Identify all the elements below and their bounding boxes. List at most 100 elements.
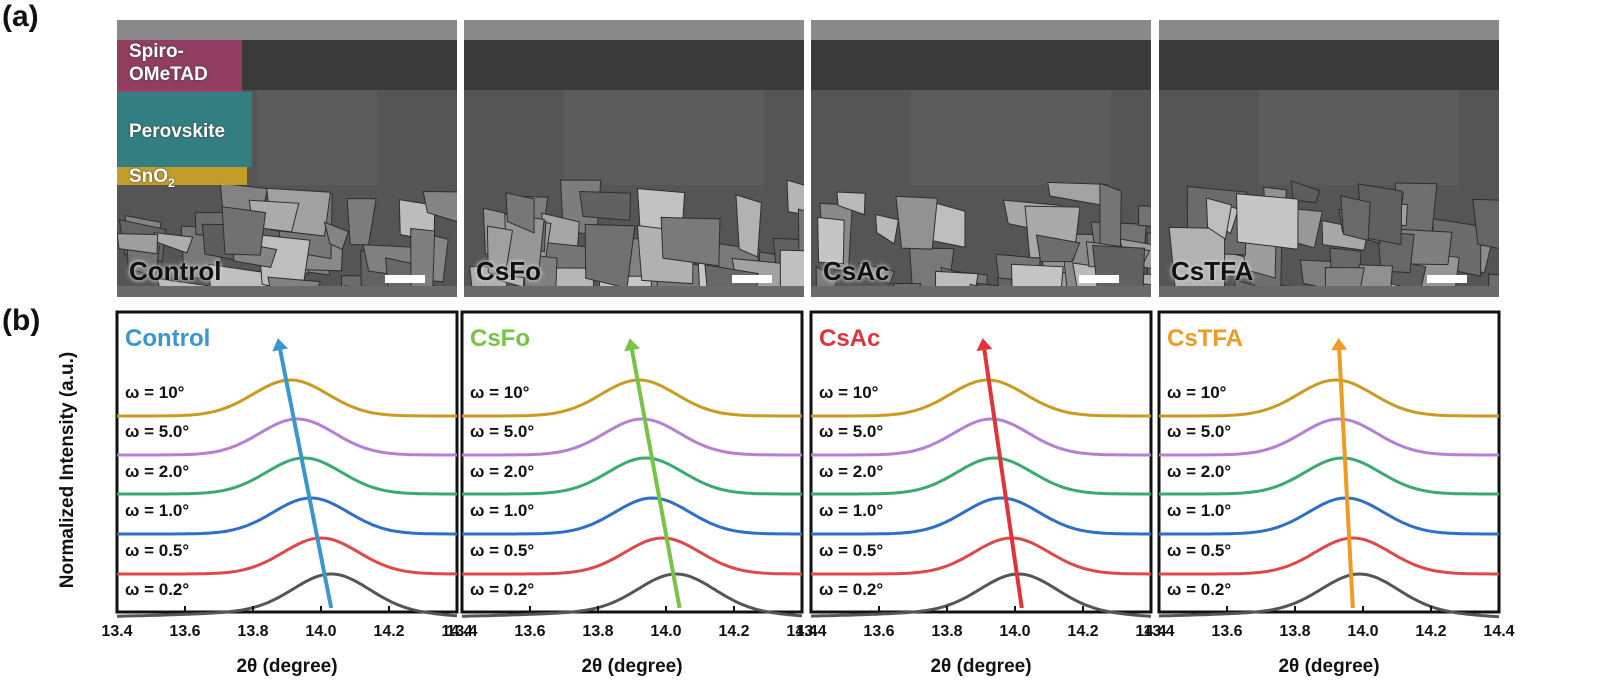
x-axis-label: 2θ (degree) [1278,656,1379,677]
chart-title: CsTFA [1167,325,1243,352]
series-label: ω = 0.5° [470,541,534,560]
series-line [462,496,802,536]
x-tick-label: 13.6 [1211,623,1242,640]
series-label: ω = 1.0° [819,501,883,520]
x-tick-label: 13.6 [514,623,545,640]
series-label: ω = 5.0° [125,422,189,441]
series-label: ω = 2.0° [470,462,534,481]
x-tick-label: 13.6 [169,623,200,640]
x-tick-label: 13.4 [795,623,826,640]
series-label: ω = 5.0° [470,422,534,441]
layer-label-perovskite: Perovskite [129,121,226,142]
series-line [1159,536,1499,576]
plot-frame [809,310,1153,614]
series-label: ω = 5.0° [1167,422,1231,441]
series-label: ω = 1.0° [1167,501,1231,520]
series-line [117,572,458,618]
series-label: ω = 2.0° [819,462,883,481]
x-axis-label: 2θ (degree) [581,656,682,677]
series-line [462,536,802,576]
sem-label-control: Control [129,256,222,286]
series-label: ω = 0.5° [1167,541,1231,560]
scale-bar [385,275,425,283]
sem-texture [117,20,457,297]
series-label: ω = 5.0° [819,422,883,441]
series-label: ω = 1.0° [470,501,534,520]
x-tick-label: 14.2 [1067,623,1098,640]
x-tick-label: 13.8 [237,623,268,640]
series-label: ω = 1.0° [125,501,189,520]
series-label: ω = 10° [470,383,530,402]
sem-image-cstfa: CsTFA [1159,20,1499,297]
trend-arrowhead [272,338,289,352]
series-line [811,456,1151,496]
series-label: ω = 0.2° [1167,580,1231,599]
sem-texture [1159,20,1499,297]
layer-perovskite-overlay [117,92,252,167]
series-line [810,572,1152,618]
series-label: ω = 0.2° [470,580,534,599]
series-line [462,456,802,496]
series-line [811,496,1151,536]
series-label: ω = 0.5° [819,541,883,560]
series-label: ω = 0.2° [125,580,189,599]
trend-arrowhead [1331,338,1348,351]
series-line [1159,572,1500,619]
trend-arrowhead [624,338,640,352]
x-tick-label: 14.2 [718,623,749,640]
x-tick-label: 14.4 [786,623,817,640]
sem-label-csfo: CsFo [476,256,541,286]
xrd-charts: ω = 0.2° ω = 0.5° ω = 1.0° ω = 2.0° ω = 5.0°… [101,310,1515,677]
series-line [117,417,457,457]
series-line [462,378,802,418]
x-tick-label: 13.8 [1279,623,1310,640]
series-line [462,417,802,457]
series-label: ω = 10° [1167,383,1227,402]
series-line [811,417,1151,457]
sem-image-csfo: CsFo [464,20,804,297]
layer-spiro-overlay [117,40,242,92]
series-label: ω = 2.0° [125,462,189,481]
x-tick-label: 14.0 [1347,623,1378,640]
series-line [811,378,1151,418]
series-line [117,536,458,576]
x-tick-label: 14.2 [373,623,404,640]
trend-arrow [1337,349,1355,609]
series-label: ω = 2.0° [1167,462,1231,481]
scale-bar [1427,275,1467,283]
series-line [462,572,803,618]
chart-title: CsFo [470,325,530,352]
series-line [1159,456,1499,496]
x-tick-label: 14.2 [1415,623,1446,640]
x-axis-label: 2θ (degree) [236,656,337,677]
plot-frame [1157,310,1501,614]
x-tick-label: 13.6 [863,623,894,640]
layer-label-spiro: Spiro- OMeTAD [129,41,208,85]
plot-frame [460,310,804,614]
x-tick-label: 13.4 [1143,623,1174,640]
sem-texture [811,20,1151,297]
panel-label-a: (a) [2,0,39,33]
series-line [811,536,1151,576]
scale-bar [732,275,772,283]
sem-image-csac: CsAc [811,20,1151,297]
scale-bar [1079,275,1119,283]
panel-label-b: (b) [2,304,41,337]
sem-label-csac: CsAc [823,256,890,286]
plot-frame [115,310,459,614]
trend-arrowhead [976,338,993,352]
trend-arrow [982,349,1024,609]
x-tick-label: 13.4 [101,623,132,640]
x-tick-label: 14.0 [999,623,1030,640]
layer-sno2-overlay [117,167,247,185]
series-line [1159,417,1499,457]
series-line [1159,378,1499,418]
x-tick-label: 14.0 [650,623,681,640]
series-line [117,456,457,496]
series-label: ω = 0.2° [819,580,883,599]
sem-texture [464,20,804,297]
layer-label-sno2: SnO2 [129,166,175,190]
chart-title: Control [125,325,210,352]
sem-label-cstfa: CsTFA [1171,256,1254,286]
series-label: ω = 10° [125,383,185,402]
